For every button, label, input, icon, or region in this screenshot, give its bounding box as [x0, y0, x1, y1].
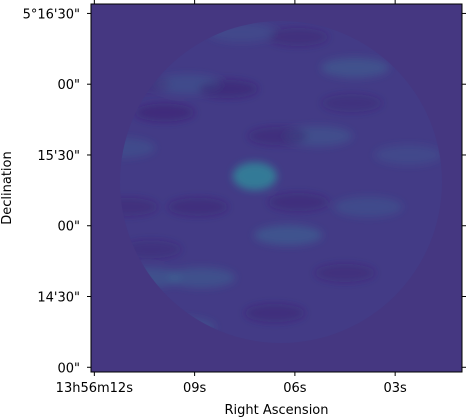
x-axis-label: Right Ascension: [225, 403, 329, 418]
bright-source: [232, 162, 277, 191]
x-tick-label: 09s: [183, 381, 207, 396]
dark-patch: [248, 127, 309, 146]
x-tick-label: 13h56m12s: [56, 381, 134, 396]
bright-patch: [374, 144, 442, 165]
bright-patch: [334, 196, 403, 217]
y-tick-label: 5°16'30": [23, 7, 80, 22]
bright-patch: [254, 225, 323, 246]
primary-beam-disk: [120, 21, 442, 343]
dark-patch: [268, 28, 329, 47]
y-tick-label: 00": [57, 78, 80, 93]
x-tick-label: 06s: [283, 381, 307, 396]
dark-patch: [321, 94, 382, 113]
dark-patch: [268, 193, 329, 212]
y-tick-label: 00": [57, 220, 80, 235]
dark-patch: [134, 103, 195, 122]
dark-patch: [315, 263, 376, 282]
y-tick-label: 15'30": [37, 149, 80, 164]
dark-patch: [120, 197, 158, 216]
dark-patch: [198, 79, 259, 98]
y-tick-label: 14'30": [37, 291, 80, 306]
image-plot-area: [90, 3, 463, 373]
dark-patch: [244, 304, 305, 323]
dark-patch: [167, 197, 228, 216]
y-axis: 00" 14'30" 00" 15'30" 00" 5°16'30": [23, 7, 466, 376]
y-axis-label: Declination: [0, 151, 15, 225]
bright-patch: [167, 267, 236, 288]
y-tick-label: 00": [57, 361, 80, 376]
plot-frame: [90, 3, 463, 373]
bright-patch: [321, 57, 390, 78]
x-tick-label: 03s: [383, 381, 407, 396]
x-axis: 13h56m12s 09s 06s 03s: [56, 0, 407, 396]
